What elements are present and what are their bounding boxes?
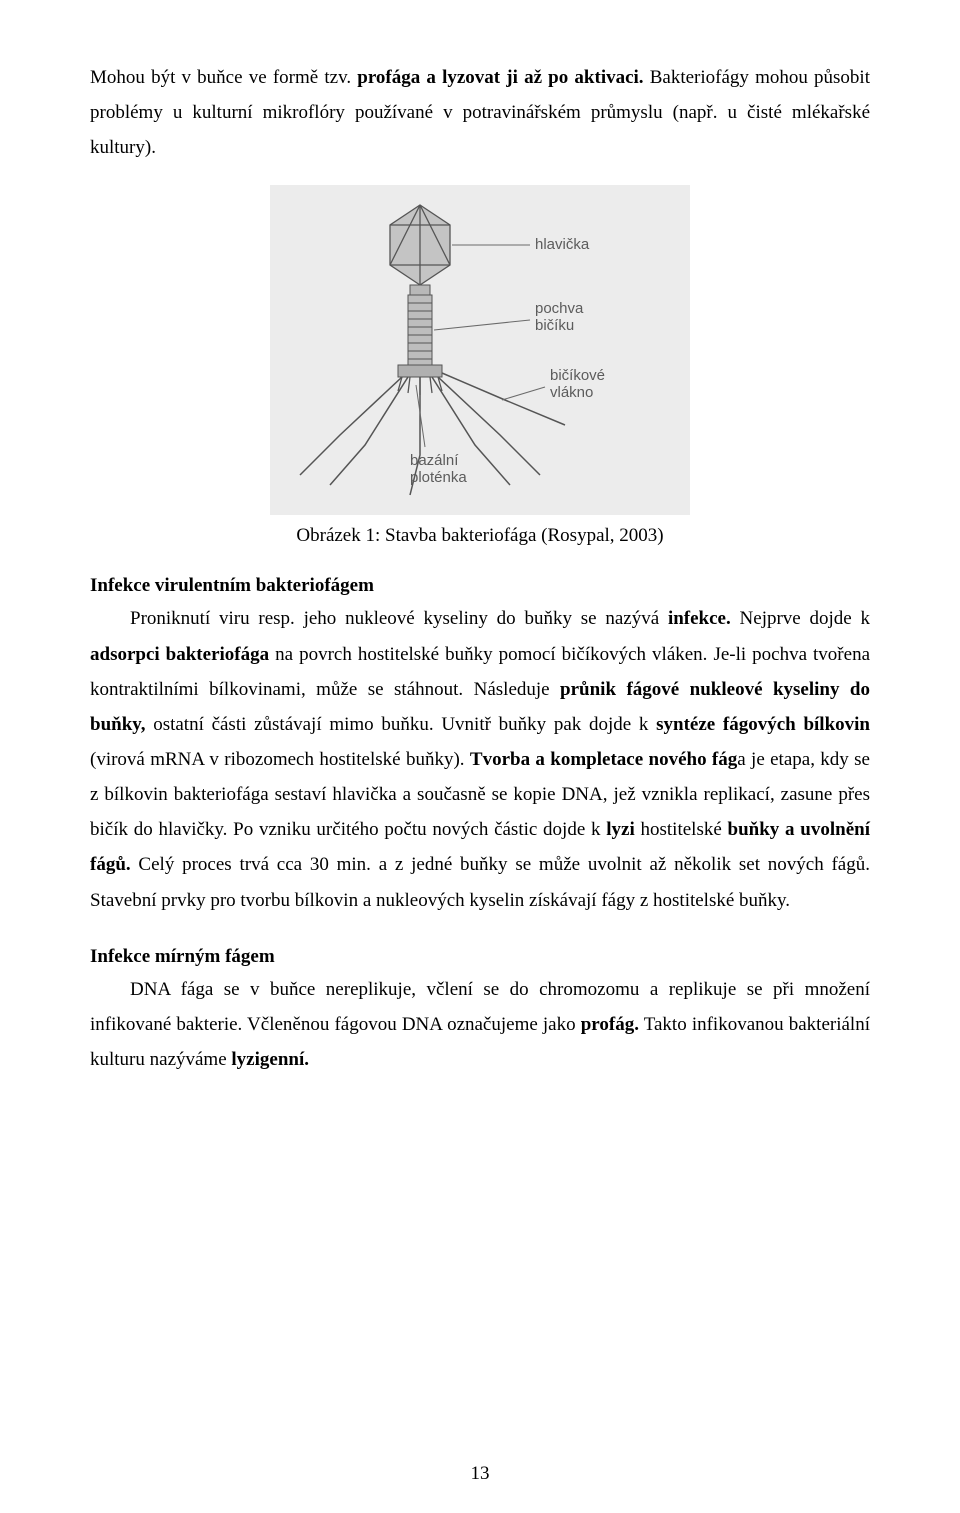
section2-body: DNA fága se v buňce nereplikuje, včlení …: [90, 972, 870, 1077]
figure-label-head: hlavička: [535, 236, 590, 253]
intro-paragraph: Mohou být v buňce ve formě tzv. profága …: [90, 60, 870, 165]
section2-title: Infekce mírným fágem: [90, 946, 870, 968]
bacteriophage-figure: hlavička pochva bičíku bičíkové vlákno b…: [90, 185, 870, 515]
section1-body: Proniknutí viru resp. jeho nukleové kyse…: [90, 601, 870, 917]
section1-title: Infekce virulentním bakteriofágem: [90, 575, 870, 597]
bacteriophage-svg: hlavička pochva bičíku bičíkové vlákno b…: [270, 185, 690, 515]
page-number: 13: [0, 1463, 960, 1485]
figure-label-plate: bazální ploténka: [410, 452, 467, 486]
figure-caption: Obrázek 1: Stavba bakteriofága (Rosypal,…: [90, 525, 870, 547]
